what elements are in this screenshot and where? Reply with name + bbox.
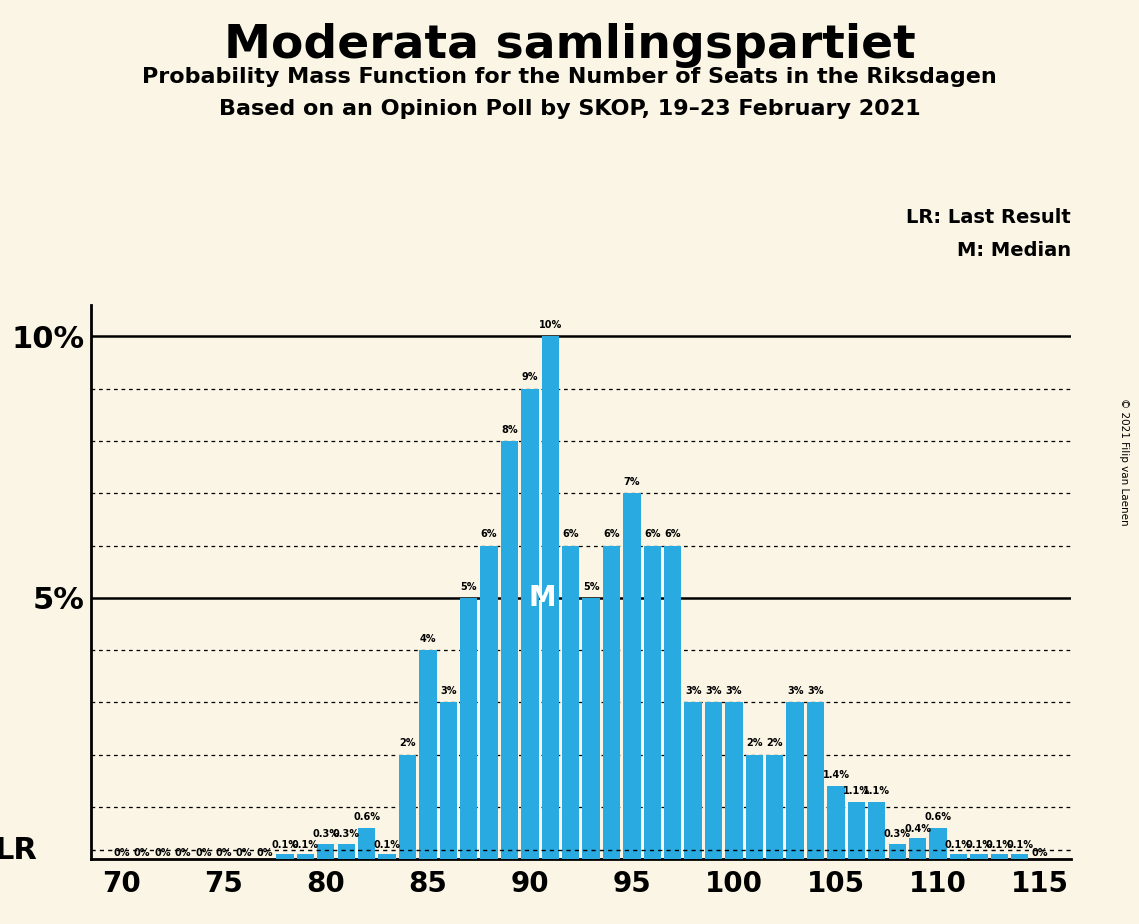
Bar: [481, 545, 498, 859]
Bar: [950, 854, 967, 859]
Bar: [562, 545, 580, 859]
Bar: [358, 828, 375, 859]
Bar: [644, 545, 661, 859]
Text: Based on an Opinion Poll by SKOP, 19–23 February 2021: Based on an Opinion Poll by SKOP, 19–23 …: [219, 99, 920, 119]
Bar: [542, 336, 559, 859]
Text: © 2021 Filip van Laenen: © 2021 Filip van Laenen: [1120, 398, 1129, 526]
Text: 9%: 9%: [522, 372, 538, 383]
Bar: [888, 844, 906, 859]
Text: 0.1%: 0.1%: [945, 840, 972, 850]
Text: 0.6%: 0.6%: [353, 811, 380, 821]
Text: 6%: 6%: [481, 529, 498, 540]
Bar: [705, 702, 722, 859]
Text: 5%: 5%: [583, 581, 599, 591]
Bar: [847, 802, 865, 859]
Bar: [1011, 854, 1029, 859]
Text: 6%: 6%: [563, 529, 579, 540]
Bar: [522, 389, 539, 859]
Bar: [378, 854, 395, 859]
Text: 3%: 3%: [685, 687, 702, 696]
Bar: [603, 545, 620, 859]
Text: 3%: 3%: [705, 687, 722, 696]
Bar: [806, 702, 825, 859]
Text: 4%: 4%: [419, 634, 436, 644]
Bar: [399, 755, 416, 859]
Bar: [726, 702, 743, 859]
Text: 2%: 2%: [399, 738, 416, 748]
Bar: [582, 598, 600, 859]
Bar: [909, 838, 926, 859]
Text: 0.4%: 0.4%: [904, 824, 931, 834]
Text: 0%: 0%: [256, 847, 273, 857]
Text: 1.4%: 1.4%: [822, 770, 850, 780]
Bar: [827, 786, 845, 859]
Text: 6%: 6%: [664, 529, 681, 540]
Text: 0.1%: 0.1%: [374, 840, 401, 850]
Bar: [685, 702, 702, 859]
Bar: [767, 755, 784, 859]
Text: Moderata samlingspartiet: Moderata samlingspartiet: [223, 23, 916, 68]
Text: M: Median: M: Median: [957, 241, 1071, 261]
Bar: [419, 650, 436, 859]
Text: 0%: 0%: [195, 847, 212, 857]
Text: 3%: 3%: [440, 687, 457, 696]
Text: 3%: 3%: [808, 687, 823, 696]
Text: 1.1%: 1.1%: [863, 785, 891, 796]
Text: 8%: 8%: [501, 425, 518, 434]
Text: 0%: 0%: [236, 847, 253, 857]
Text: 0.3%: 0.3%: [884, 830, 911, 839]
Text: 0.1%: 0.1%: [292, 840, 319, 850]
Text: 0.6%: 0.6%: [925, 811, 951, 821]
Text: M: M: [528, 584, 556, 612]
Text: 2%: 2%: [767, 738, 782, 748]
Text: 1.1%: 1.1%: [843, 785, 870, 796]
Bar: [317, 844, 335, 859]
Text: 2%: 2%: [746, 738, 763, 748]
Bar: [929, 828, 947, 859]
Bar: [787, 702, 804, 859]
Text: 6%: 6%: [644, 529, 661, 540]
Text: LR: Last Result: LR: Last Result: [906, 208, 1071, 227]
Text: 10%: 10%: [539, 320, 562, 330]
Bar: [868, 802, 885, 859]
Text: 0%: 0%: [215, 847, 232, 857]
Text: 0.1%: 0.1%: [985, 840, 1013, 850]
Bar: [991, 854, 1008, 859]
Text: 0%: 0%: [174, 847, 191, 857]
Bar: [440, 702, 457, 859]
Text: 6%: 6%: [604, 529, 620, 540]
Bar: [746, 755, 763, 859]
Text: 0.3%: 0.3%: [312, 830, 339, 839]
Text: 0%: 0%: [134, 847, 150, 857]
Bar: [664, 545, 681, 859]
Bar: [623, 493, 640, 859]
Bar: [277, 854, 294, 859]
Text: 3%: 3%: [787, 687, 803, 696]
Text: 0.1%: 0.1%: [966, 840, 992, 850]
Text: 0.3%: 0.3%: [333, 830, 360, 839]
Text: 0%: 0%: [1032, 847, 1048, 857]
Text: 0%: 0%: [114, 847, 130, 857]
Text: 0%: 0%: [154, 847, 171, 857]
Text: 3%: 3%: [726, 687, 743, 696]
Text: LR: LR: [0, 835, 38, 865]
Text: 7%: 7%: [624, 477, 640, 487]
Bar: [337, 844, 355, 859]
Text: 0.1%: 0.1%: [1006, 840, 1033, 850]
Bar: [460, 598, 477, 859]
Text: Probability Mass Function for the Number of Seats in the Riksdagen: Probability Mass Function for the Number…: [142, 67, 997, 87]
Bar: [501, 441, 518, 859]
Text: 0.1%: 0.1%: [271, 840, 298, 850]
Bar: [297, 854, 314, 859]
Text: 5%: 5%: [460, 581, 477, 591]
Bar: [970, 854, 988, 859]
